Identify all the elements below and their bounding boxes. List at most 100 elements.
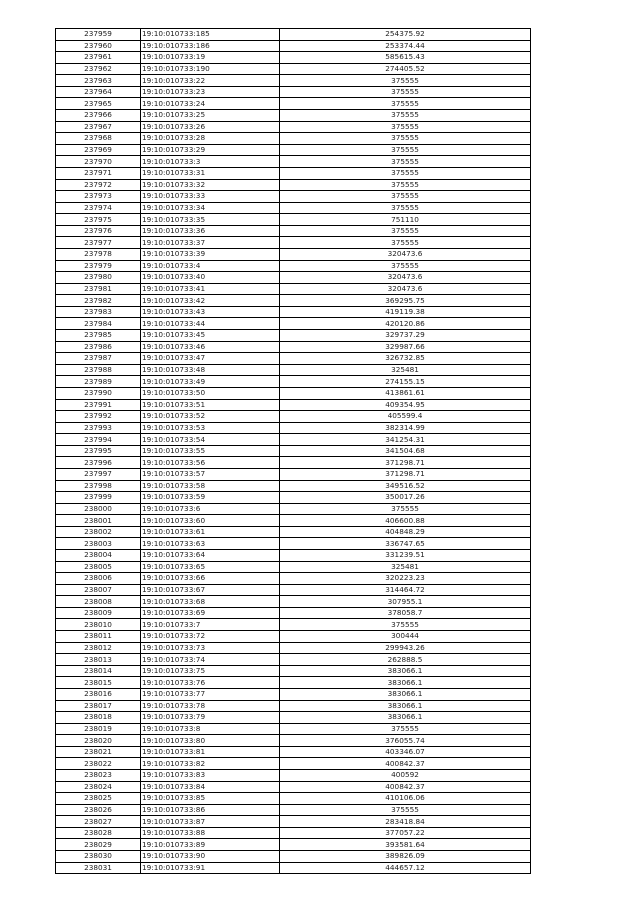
cadastral-number-cell: 19:10:010733:64 <box>140 549 280 562</box>
table-row: 237976 19:10:010733:36 375555 <box>55 224 531 238</box>
table-row: 238016 19:10:010733:77 383066.1 <box>55 687 531 701</box>
value-cell: 376055.74 <box>279 734 531 747</box>
value-cell: 413861.61 <box>279 386 531 400</box>
value-cell: 406600.88 <box>279 514 531 527</box>
row-number-cell: 238011 <box>55 630 141 643</box>
value-cell: 314464.72 <box>279 583 531 597</box>
cadastral-number-cell: 19:10:010733:46 <box>140 340 280 354</box>
value-cell: 375555 <box>279 74 531 87</box>
table-row: 238015 19:10:010733:76 383066.1 <box>55 676 531 689</box>
row-number-cell: 237963 <box>55 74 141 87</box>
value-cell: 410106.06 <box>279 792 531 805</box>
cadastral-number-cell: 19:10:010733:42 <box>140 294 280 307</box>
value-cell: 400842.37 <box>279 757 531 770</box>
table-row: 238000 19:10:010733:6 375555 <box>55 502 531 516</box>
row-number-cell: 237967 <box>55 120 141 134</box>
cadastral-number-cell: 19:10:010733:54 <box>140 433 280 446</box>
value-cell: 419119.38 <box>279 305 531 319</box>
value-cell: 320223.23 <box>279 572 531 585</box>
table-row: 237985 19:10:010733:45 329737.29 <box>55 329 531 342</box>
value-cell: 375555 <box>279 109 531 122</box>
cadastral-number-cell: 19:10:010733:67 <box>140 583 280 597</box>
row-number-cell: 237976 <box>55 224 141 238</box>
table-row: 238006 19:10:010733:66 320223.23 <box>55 572 531 585</box>
value-cell: 254375.92 <box>279 28 531 41</box>
cadastral-number-cell: 19:10:010733:55 <box>140 444 280 458</box>
row-number-cell: 237994 <box>55 433 141 446</box>
table-row: 237974 19:10:010733:34 375555 <box>55 201 531 215</box>
cadastral-number-cell: 19:10:010733:29 <box>140 143 280 157</box>
table-row: 237966 19:10:010733:25 375555 <box>55 109 531 122</box>
cadastral-number-cell: 19:10:010733:44 <box>140 317 280 331</box>
table-row: 238002 19:10:010733:61 404848.29 <box>55 525 531 539</box>
cadastral-number-cell: 19:10:010733:85 <box>140 792 280 805</box>
value-cell: 585615.43 <box>279 51 531 64</box>
row-number-cell: 237970 <box>55 155 141 168</box>
row-number-cell: 237964 <box>55 85 141 99</box>
table-row: 237961 19:10:010733:19 585615.43 <box>55 51 531 64</box>
table-row: 238022 19:10:010733:82 400842.37 <box>55 757 531 770</box>
table-row: 238012 19:10:010733:73 299943.26 <box>55 641 531 655</box>
value-cell: 331239.51 <box>279 549 531 562</box>
table-row: 238009 19:10:010733:69 378058.7 <box>55 606 531 620</box>
cadastral-number-cell: 19:10:010733:76 <box>140 676 280 689</box>
value-cell: 329737.29 <box>279 329 531 342</box>
cadastral-number-cell: 19:10:010733:25 <box>140 109 280 122</box>
cadastral-number-cell: 19:10:010733:41 <box>140 282 280 296</box>
cadastral-number-cell: 19:10:010733:186 <box>140 39 280 53</box>
value-cell: 300444 <box>279 630 531 643</box>
cadastral-number-cell: 19:10:010733:83 <box>140 769 280 782</box>
value-cell: 375555 <box>279 190 531 203</box>
table-row: 237959 19:10:010733:185 254375.92 <box>55 28 531 41</box>
table-row: 237970 19:10:010733:3 375555 <box>55 155 531 168</box>
cadastral-number-cell: 19:10:010733:185 <box>140 28 280 41</box>
table-row: 237986 19:10:010733:46 329987.66 <box>55 340 531 354</box>
value-cell: 751110 <box>279 213 531 226</box>
cadastral-number-cell: 19:10:010733:90 <box>140 850 280 863</box>
value-cell: 262888.5 <box>279 653 531 666</box>
table-row: 237964 19:10:010733:23 375555 <box>55 85 531 99</box>
row-number-cell: 238027 <box>55 815 141 828</box>
row-number-cell: 237997 <box>55 467 141 481</box>
cadastral-number-cell: 19:10:010733:86 <box>140 803 280 817</box>
cadastral-number-cell: 19:10:010733:31 <box>140 166 280 180</box>
table-row: 237982 19:10:010733:42 369295.75 <box>55 294 531 307</box>
row-number-cell: 238014 <box>55 664 141 678</box>
table-row: 237997 19:10:010733:57 371298.71 <box>55 467 531 481</box>
table-row: 237962 19:10:010733:190 274405.52 <box>55 62 531 76</box>
value-cell: 320473.6 <box>279 282 531 296</box>
table-row: 238028 19:10:010733:88 377057.22 <box>55 826 531 840</box>
table-row: 237987 19:10:010733:47 326732.85 <box>55 352 531 365</box>
value-cell: 341254.31 <box>279 433 531 446</box>
cadastral-number-cell: 19:10:010733:51 <box>140 398 280 412</box>
value-cell: 325481 <box>279 560 531 574</box>
cadastral-number-cell: 19:10:010733:32 <box>140 178 280 192</box>
row-number-cell: 237979 <box>55 259 141 273</box>
row-number-cell: 237998 <box>55 479 141 493</box>
table-row: 237981 19:10:010733:41 320473.6 <box>55 282 531 296</box>
row-number-cell: 238017 <box>55 699 141 713</box>
table-row: 238008 19:10:010733:68 307955.1 <box>55 595 531 608</box>
cadastral-number-cell: 19:10:010733:23 <box>140 85 280 99</box>
row-number-cell: 238010 <box>55 618 141 632</box>
table-row: 238007 19:10:010733:67 314464.72 <box>55 583 531 597</box>
cadastral-number-cell: 19:10:010733:49 <box>140 375 280 388</box>
row-number-cell: 237985 <box>55 329 141 342</box>
row-number-cell: 237995 <box>55 444 141 458</box>
value-cell: 409354.95 <box>279 398 531 412</box>
value-cell: 404848.29 <box>279 525 531 539</box>
value-cell: 377057.22 <box>279 826 531 840</box>
table-row: 237963 19:10:010733:22 375555 <box>55 74 531 87</box>
value-cell: 369295.75 <box>279 294 531 307</box>
value-cell: 393581.64 <box>279 838 531 852</box>
cadastral-number-cell: 19:10:010733:34 <box>140 201 280 215</box>
value-cell: 329987.66 <box>279 340 531 354</box>
row-number-cell: 237978 <box>55 248 141 261</box>
value-cell: 375555 <box>279 224 531 238</box>
cadastral-number-cell: 19:10:010733:26 <box>140 120 280 134</box>
table-row: 238004 19:10:010733:64 331239.51 <box>55 549 531 562</box>
row-number-cell: 237988 <box>55 363 141 377</box>
value-cell: 420120.86 <box>279 317 531 331</box>
row-number-cell: 238007 <box>55 583 141 597</box>
value-cell: 383066.1 <box>279 676 531 689</box>
